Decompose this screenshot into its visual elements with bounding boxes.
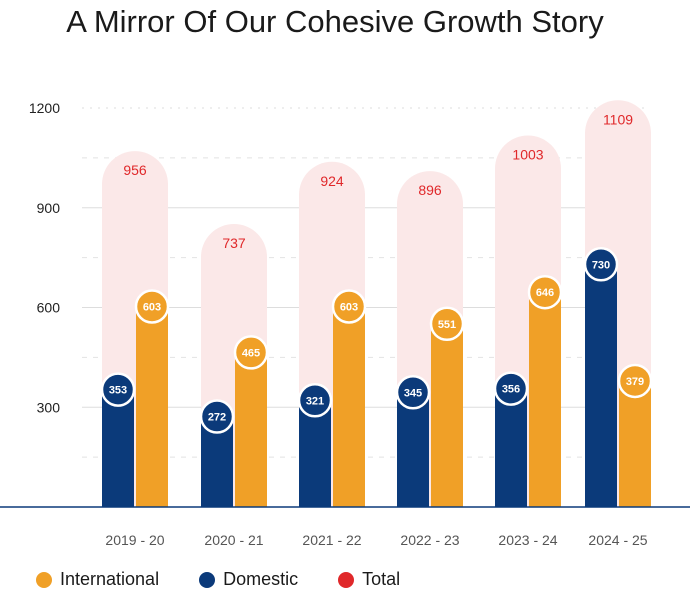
domestic-bar <box>397 392 429 507</box>
domestic-marker <box>297 383 333 418</box>
total-data-label: 737 <box>222 235 246 251</box>
domestic-marker <box>100 372 136 407</box>
y-tick-label: 900 <box>37 200 61 216</box>
domestic-data-label: 356 <box>502 384 520 396</box>
legend-international: International <box>36 569 159 590</box>
legend-domestic: Domestic <box>199 569 298 590</box>
international-data-label: 465 <box>242 347 260 359</box>
international-data-label: 646 <box>536 287 554 299</box>
domestic-bar <box>102 389 134 507</box>
legend-total-label: Total <box>362 569 401 589</box>
international-data-label: 603 <box>143 302 161 314</box>
international-marker <box>233 335 269 370</box>
international-bar <box>136 306 168 507</box>
legend: International Domestic Total <box>36 569 440 590</box>
domestic-bar <box>585 264 617 507</box>
domestic-data-label: 353 <box>109 385 127 397</box>
international-marker <box>527 274 563 310</box>
legend-domestic-label: Domestic <box>223 569 299 589</box>
domestic-marker <box>395 375 431 410</box>
international-data-label: 551 <box>438 319 456 331</box>
international-bar <box>619 380 651 507</box>
legend-total: Total <box>338 569 400 590</box>
domestic-bar <box>495 388 527 507</box>
international-bar <box>529 292 561 507</box>
international-bar <box>431 323 463 507</box>
international-data-label: 603 <box>340 302 358 314</box>
x-tick-label: 2022 - 23 <box>400 532 459 548</box>
legend-total-marker <box>338 571 355 588</box>
total-data-label: 956 <box>123 162 147 178</box>
domestic-data-label: 321 <box>306 395 324 407</box>
total-data-label: 1109 <box>603 111 633 127</box>
domestic-data-label: 345 <box>404 387 422 399</box>
legend-domestic-marker <box>199 571 216 588</box>
total-data-label: 924 <box>320 173 344 189</box>
international-marker <box>617 363 653 399</box>
y-tick-label: 600 <box>37 300 61 316</box>
total-data-label: 896 <box>418 182 442 198</box>
international-marker <box>331 289 367 324</box>
domestic-bar <box>299 400 331 507</box>
total-data-label: 1003 <box>512 147 543 163</box>
legend-international-marker <box>36 571 52 588</box>
domestic-marker <box>199 399 235 434</box>
international-bar <box>235 352 267 507</box>
international-marker <box>429 306 465 342</box>
international-data-label: 379 <box>626 376 644 388</box>
international-marker <box>134 289 170 324</box>
domestic-marker <box>583 247 619 282</box>
international-bar <box>333 306 365 507</box>
chart-title: A Mirror Of Our Cohesive Growth Story <box>66 4 604 39</box>
domestic-data-label: 730 <box>592 259 610 271</box>
x-tick-label: 2020 - 21 <box>204 532 263 548</box>
y-tick-label: 1200 <box>29 100 60 116</box>
legend-international-label: International <box>60 569 160 589</box>
domestic-marker <box>493 371 529 406</box>
x-tick-label: 2019 - 20 <box>105 532 164 548</box>
x-tick-label: 2021 - 22 <box>302 532 361 548</box>
y-tick-label: 300 <box>37 399 61 415</box>
x-tick-label: 2024 - 25 <box>588 532 647 548</box>
x-tick-label: 2023 - 24 <box>498 532 557 548</box>
domestic-data-label: 272 <box>208 412 226 424</box>
